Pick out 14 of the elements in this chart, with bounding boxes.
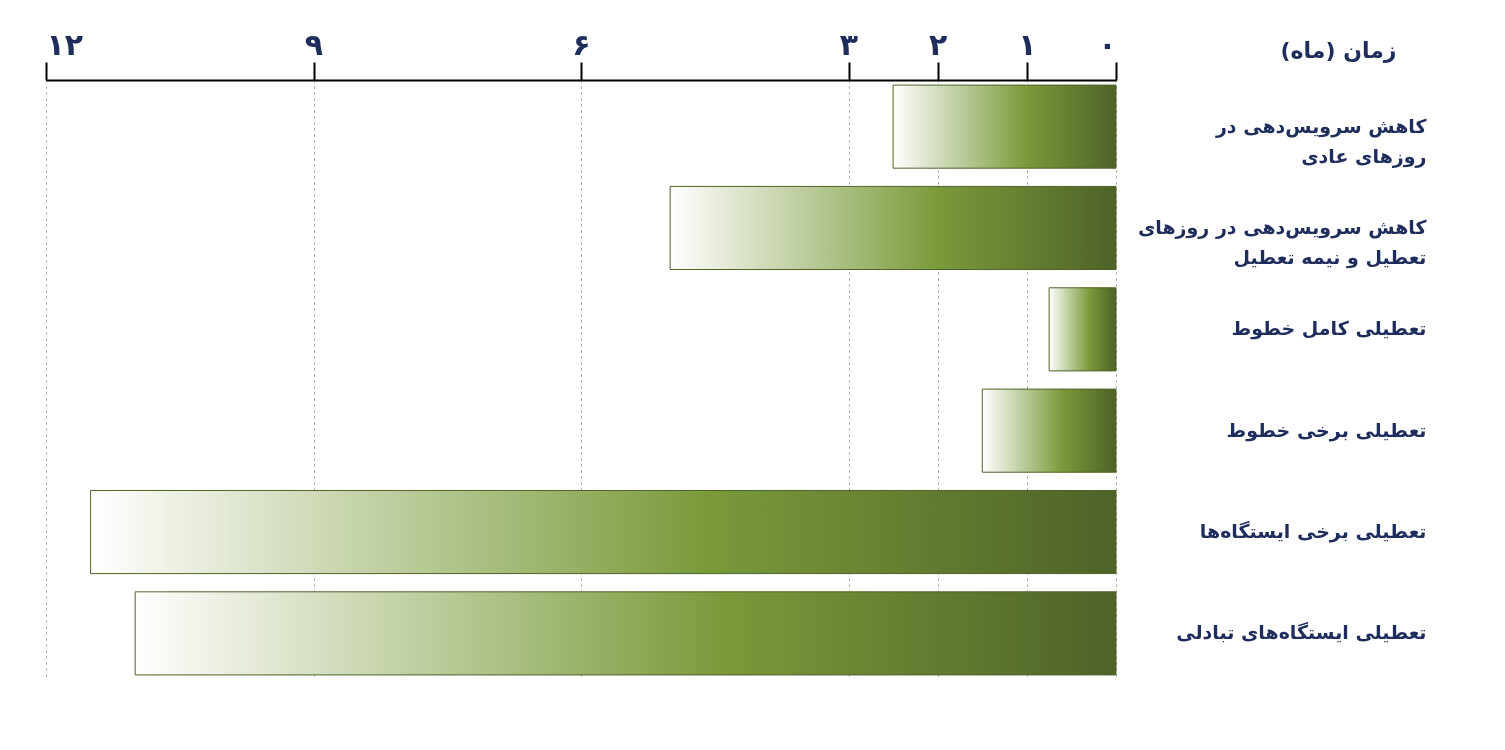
y-tick-label: تعطیلی برخی ایستگاه‌ها: [1199, 520, 1427, 544]
x-tick-label: ۱: [1018, 26, 1037, 62]
x-tick-label: ۱۲: [46, 26, 84, 62]
y-tick-label: تعطیلی کامل خطوط: [1231, 317, 1427, 341]
x-tick-label: ۲: [929, 26, 948, 62]
x-tick-label: ۶: [572, 26, 591, 62]
x-tick-label: ۹: [304, 26, 324, 62]
x-tick-label: ۳: [839, 26, 859, 62]
y-tick-label: کاهش سرویس‌دهی در روزهای عادی: [1214, 114, 1428, 168]
y-tick-label: تعطیلی برخی خطوط: [1226, 418, 1427, 442]
x-axis-title: زمان (ماه): [1280, 37, 1397, 63]
y-tick-label: تعطیلی ایستگاه‌های تبادلی: [1176, 621, 1427, 644]
y-tick-label: کاهش سرویس‌دهی در روزهای تعطیل و نیمه تعطیل: [1137, 215, 1428, 269]
x-tick-label: ۰: [1098, 26, 1117, 62]
